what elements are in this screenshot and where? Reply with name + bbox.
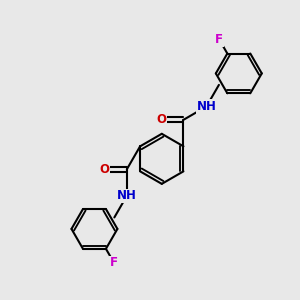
Text: O: O: [156, 113, 167, 126]
Text: NH: NH: [196, 100, 216, 113]
Text: NH: NH: [117, 189, 137, 202]
Text: F: F: [215, 33, 223, 46]
Text: O: O: [100, 163, 110, 176]
Text: F: F: [110, 256, 118, 269]
